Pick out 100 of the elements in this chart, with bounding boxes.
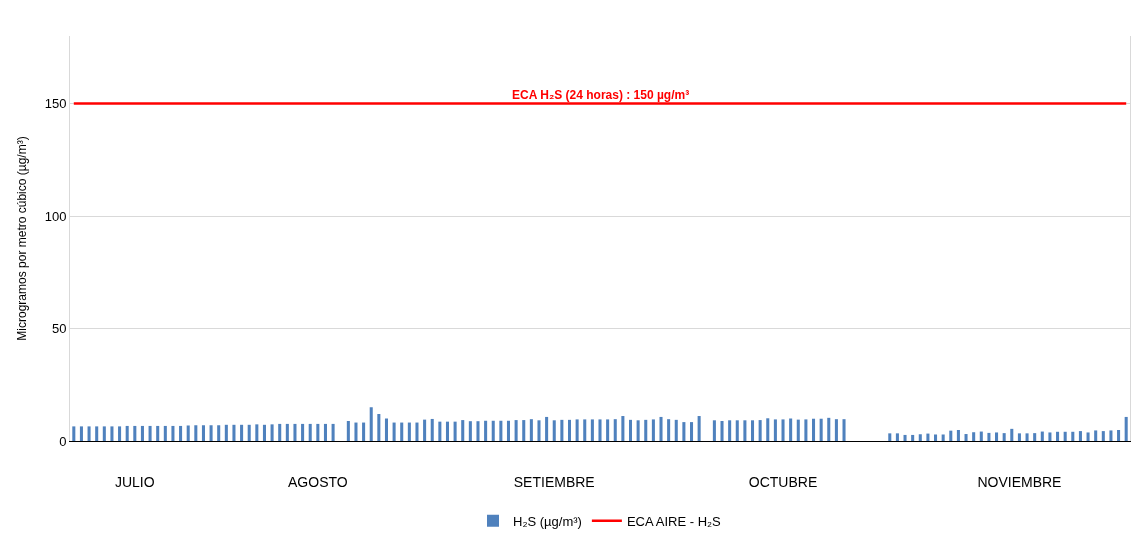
bar [598,419,602,441]
bar [743,420,747,441]
bar [79,426,83,441]
bar [903,434,907,441]
bar [628,419,633,441]
bar [468,421,472,441]
bar [484,420,488,441]
bar [987,432,991,441]
bar [499,420,503,441]
bar [461,420,465,441]
bar [804,419,808,441]
bar [934,434,938,441]
bar [453,421,457,441]
bar [949,430,953,441]
bar [118,426,122,441]
bar [827,417,831,441]
bar [217,425,221,441]
bar [964,434,968,441]
bar [834,419,838,441]
x-tick-label: JULIO [114,473,155,490]
bar [720,420,724,441]
bar [636,420,640,441]
bar [95,426,99,441]
bar [1010,428,1014,441]
bar [506,420,511,441]
bar [1056,431,1060,441]
bar [224,424,228,441]
bar [369,407,373,441]
bar [491,420,495,441]
legend-label: H₂S (µg/m³) [513,513,582,529]
bar [384,418,388,441]
bar [415,422,419,441]
bar [1033,433,1037,441]
bar [697,416,701,441]
bar [156,425,160,441]
bar [926,433,930,441]
bar [323,423,327,441]
bar [133,425,137,441]
bar [240,424,244,441]
bar [735,420,739,441]
bar [1117,429,1121,441]
bar [262,424,266,441]
bar [1040,431,1044,441]
bar [400,422,404,441]
bar [110,426,114,441]
bar [842,419,846,441]
bar [1025,433,1029,441]
bar [148,425,152,441]
bar [194,425,198,441]
bar [750,420,755,441]
bar [1002,433,1006,441]
bar [972,432,976,441]
x-tick-label: OCTUBRE [748,473,818,490]
bar [621,416,625,441]
bar [1101,431,1105,441]
bar [430,418,434,441]
bar [545,416,549,441]
bar [789,418,793,441]
bar [293,423,297,441]
x-tick-label: SETIEMBRE [513,473,595,490]
bar [956,429,960,441]
y-tick-label: 100 [44,208,67,224]
bar [941,434,945,441]
bar [140,425,144,441]
bar [1071,431,1075,441]
bar [72,426,76,441]
bar [758,420,762,441]
bar [979,431,983,441]
bar [316,423,320,441]
bar [1094,430,1098,441]
bar [1086,432,1090,441]
bar [918,434,922,441]
bar [651,419,655,441]
bar [285,423,289,441]
bar [1048,432,1052,441]
bar [819,418,823,441]
bar [331,423,335,441]
bar [552,420,556,441]
bar [674,419,678,441]
bar [1063,431,1067,441]
bar [125,425,129,441]
bar [301,423,305,441]
bar [423,419,427,441]
y-tick-label: 150 [44,96,67,112]
bar [438,421,442,441]
bar [712,420,716,441]
x-tick-label: NOVIEMBRE [977,473,1062,490]
bar [995,432,999,441]
bar [270,424,274,441]
y-axis-title: Microgramos por metro cúbico (µg/m³) [15,136,29,341]
bar [689,422,694,441]
bar [1078,431,1082,441]
bar [560,419,564,441]
bar [1017,433,1021,441]
bar [392,422,396,441]
bar [590,419,594,441]
bar [514,420,518,441]
bar [346,420,350,441]
bar [87,426,91,441]
bar [445,421,450,441]
